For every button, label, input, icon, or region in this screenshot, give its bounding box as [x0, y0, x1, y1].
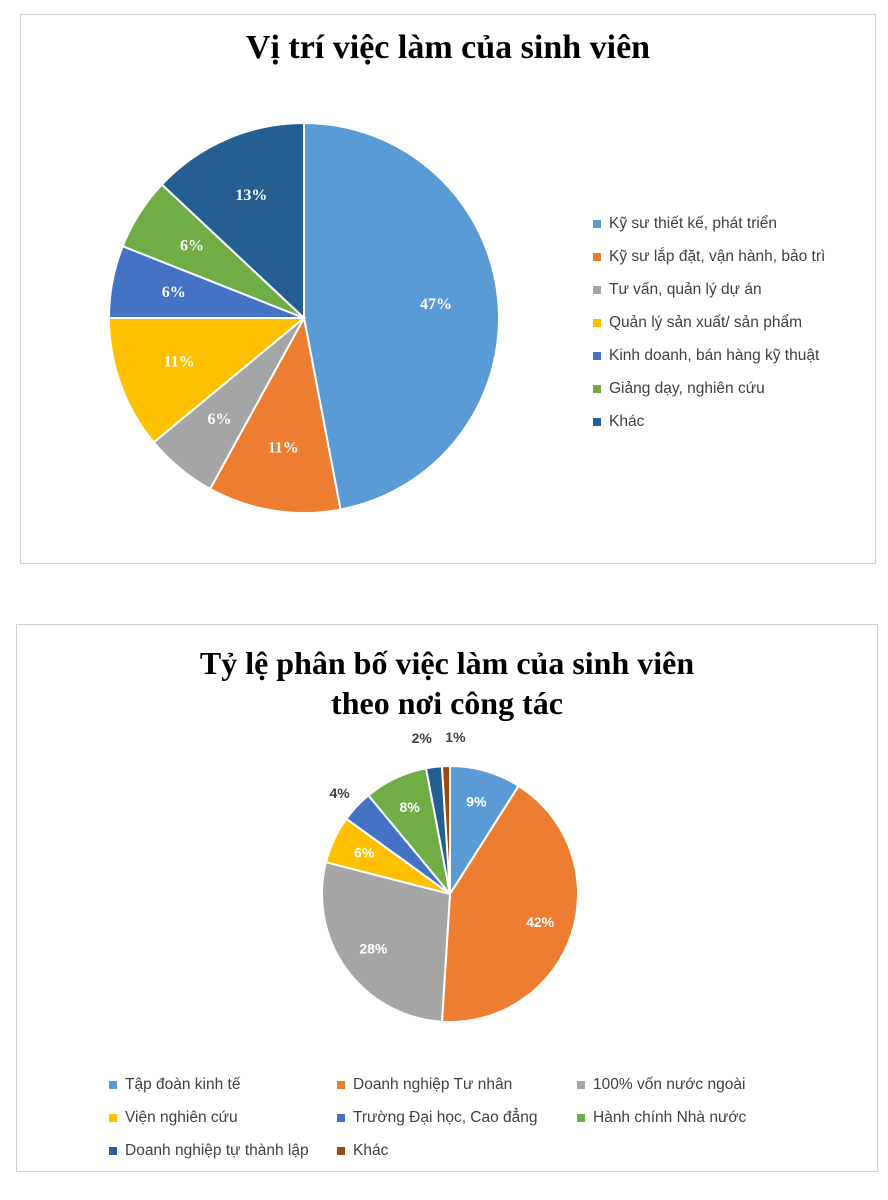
data-label: 11%: [164, 354, 195, 371]
data-label: 13%: [235, 187, 267, 204]
pie-slice-khac: [440, 764, 451, 895]
data-label: 47%: [420, 296, 452, 313]
legend-swatch: [109, 1146, 117, 1155]
data-label: 6%: [207, 411, 231, 428]
legend-swatch: [593, 384, 601, 393]
legend-item-truong-dai-hoc-cao-dang: Trường Đại học, Cao đẳng: [337, 1109, 577, 1127]
data-label: 9%: [466, 794, 487, 810]
legend-item-ky-su-thiet-ke-phat-trien: Kỹ sư thiết kế, phát triển: [593, 207, 825, 240]
legend-swatch: [337, 1080, 345, 1089]
data-label: 6%: [180, 238, 204, 255]
chart-title-line-2: theo nơi công tác: [331, 685, 563, 721]
legend-row: Tập đoàn kinh tế Doanh nghiệp Tư nhân 100%…: [109, 1068, 869, 1101]
legend-item-doanh-nghiep-tu-thanh-lap: Doanh nghiệp tự thành lập: [109, 1142, 337, 1160]
legend-label: Khác: [353, 1141, 389, 1159]
legend-label: Quản lý sản xuất/ sản phẩm: [609, 313, 803, 331]
legend-label: 100% vốn nước ngoài: [593, 1075, 746, 1093]
data-label: 11%: [268, 440, 299, 457]
legend-label: Kinh doanh, bán hàng kỹ thuật: [609, 346, 820, 364]
data-label: 28%: [359, 940, 388, 956]
legend-swatch: [109, 1080, 117, 1089]
legend-label: Doanh nghiệp tự thành lập: [125, 1141, 309, 1159]
legend: Kỹ sư thiết kế, phát triển Kỹ sư lắp đặt,…: [593, 207, 825, 438]
legend-swatch: [337, 1113, 345, 1122]
legend-item-tap-doan-kinh-te: Tập đoàn kinh tế: [109, 1076, 337, 1094]
legend-item-khac: Khác: [593, 405, 825, 438]
legend-swatch: [593, 318, 601, 327]
legend-swatch: [593, 252, 601, 261]
pie-slice-khac: [160, 121, 305, 321]
chart-title-line-1: Tỷ lệ phân bố việc làm của sinh viên: [199, 645, 695, 681]
legend-label: Khác: [609, 412, 645, 430]
legend-row: Viện nghiên cứu Trường Đại học, Cao đẳng H…: [109, 1101, 869, 1134]
chart-panel-job-positions: Vị trí việc làm của sinh viên 47% 11% 6% 11…: [20, 14, 876, 564]
pie-slice-100-von-nuoc-ngoai: [321, 860, 452, 1023]
legend-label: Hành chính Nhà nước: [593, 1108, 747, 1126]
legend-label: Kỹ sư lắp đặt, vận hành, bảo trì: [609, 247, 826, 265]
chart-title: Vị trí việc làm của sinh viên: [245, 29, 651, 66]
legend-item-hanh-chinh-nha-nuoc: Hành chính Nhà nước: [577, 1109, 777, 1127]
data-label: 6%: [162, 284, 186, 301]
pie-slice-ky-su-thiet-ke-phat-trien: [303, 121, 500, 511]
legend-label: Giảng dạy, nghiên cứu: [609, 379, 765, 397]
data-label: 1%: [445, 729, 466, 745]
legend-swatch: [577, 1080, 585, 1089]
data-label: 42%: [526, 914, 555, 930]
legend-item-100-von-nuoc-ngoai: 100% vốn nước ngoài: [577, 1076, 777, 1094]
legend-swatch: [337, 1146, 345, 1155]
legend-item-kinh-doanh-ban-hang-ky-thuat: Kinh doanh, bán hàng kỹ thuật: [593, 339, 825, 372]
pie-chart-workplace-distribution: 9% 42% 28% 6% 4% 8% 2% 1%: [321, 729, 579, 1023]
data-label: 2%: [412, 730, 433, 746]
legend-row: Doanh nghiệp tự thành lập Khác: [109, 1134, 869, 1167]
pie-chart-job-positions: 47% 11% 6% 11% 6% 6% 13%: [107, 121, 500, 514]
pie-slice-quan-ly-san-xuat-san-pham: [107, 317, 307, 444]
legend-swatch: [109, 1113, 117, 1122]
legend-item-khac: Khác: [337, 1142, 577, 1160]
legend-label: Tập đoàn kinh tế: [125, 1075, 241, 1093]
legend-item-giang-day-nghien-cuu: Giảng dạy, nghiên cứu: [593, 372, 825, 405]
chart-panel-workplace-distribution: Tỷ lệ phân bố việc làm của sinh viên the…: [16, 624, 878, 1172]
legend: Tập đoàn kinh tế Doanh nghiệp Tư nhân 100%…: [109, 1068, 869, 1167]
legend-label: Doanh nghiệp Tư nhân: [353, 1075, 513, 1093]
legend-label: Kỹ sư thiết kế, phát triển: [609, 214, 778, 232]
legend-item-tu-van-quan-ly-du-an: Tư vấn, quản lý dự án: [593, 273, 825, 306]
legend-swatch: [593, 285, 601, 294]
legend-label: Tư vấn, quản lý dự án: [609, 280, 762, 298]
legend-item-ky-su-lap-dat-van-hanh-bao-tri: Kỹ sư lắp đặt, vận hành, bảo trì: [593, 240, 825, 273]
legend-item-quan-ly-san-xuat-san-pham: Quản lý sản xuất/ sản phẩm: [593, 306, 825, 339]
legend-item-vien-nghien-cuu: Viện nghiên cứu: [109, 1109, 337, 1127]
data-label: 4%: [329, 785, 350, 801]
legend-item-doanh-nghiep-tu-nhan: Doanh nghiệp Tư nhân: [337, 1076, 577, 1094]
legend-swatch: [593, 219, 601, 228]
legend-swatch: [577, 1113, 585, 1122]
legend-label: Viện nghiên cứu: [125, 1108, 238, 1126]
data-label: 8%: [400, 799, 421, 815]
pie-slice-doanh-nghiep-tu-nhan: [440, 784, 579, 1023]
chart-title: Tỷ lệ phân bố việc làm của sinh viên the…: [17, 643, 877, 723]
data-label: 6%: [354, 844, 375, 860]
legend-swatch: [593, 351, 601, 360]
legend-label: Trường Đại học, Cao đẳng: [353, 1108, 538, 1126]
legend-swatch: [593, 417, 601, 426]
pie-slice-ky-su-lap-dat-van-hanh-bao-tri: [208, 315, 342, 514]
